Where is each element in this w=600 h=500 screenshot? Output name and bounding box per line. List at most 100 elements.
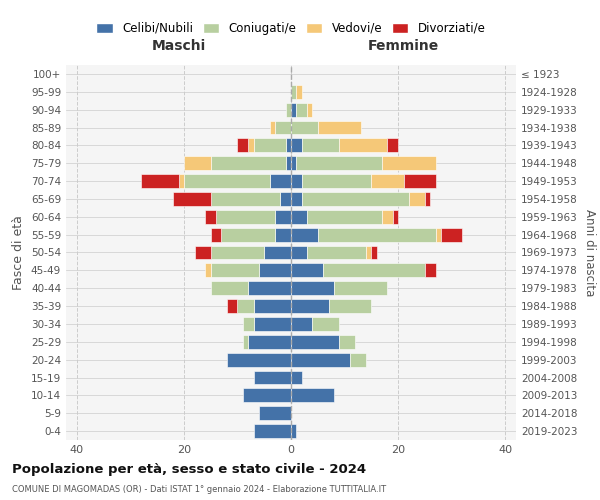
- Bar: [205, 264, 211, 278]
- Bar: [323, 264, 425, 278]
- Bar: [238, 299, 254, 313]
- Bar: [404, 174, 436, 188]
- Bar: [173, 192, 211, 206]
- Bar: [275, 210, 291, 224]
- Bar: [194, 246, 211, 260]
- Bar: [371, 174, 404, 188]
- Bar: [296, 85, 302, 99]
- Bar: [216, 210, 275, 224]
- Bar: [211, 264, 259, 278]
- Bar: [227, 352, 291, 366]
- Bar: [307, 210, 382, 224]
- Bar: [382, 156, 436, 170]
- Bar: [291, 264, 323, 278]
- Bar: [388, 138, 398, 152]
- Bar: [302, 138, 339, 152]
- Bar: [350, 352, 366, 366]
- Bar: [205, 210, 216, 224]
- Bar: [291, 174, 302, 188]
- Bar: [291, 370, 302, 384]
- Bar: [425, 264, 436, 278]
- Bar: [291, 317, 313, 331]
- Bar: [307, 246, 366, 260]
- Bar: [211, 281, 248, 295]
- Bar: [211, 156, 286, 170]
- Bar: [318, 228, 436, 241]
- Bar: [291, 424, 296, 438]
- Text: Maschi: Maschi: [151, 38, 206, 52]
- Bar: [211, 246, 264, 260]
- Bar: [291, 120, 318, 134]
- Legend: Celibi/Nubili, Coniugati/e, Vedovi/e, Divorziati/e: Celibi/Nubili, Coniugati/e, Vedovi/e, Di…: [92, 18, 490, 38]
- Text: Femmine: Femmine: [368, 38, 439, 52]
- Bar: [243, 335, 248, 349]
- Bar: [382, 210, 393, 224]
- Bar: [291, 352, 350, 366]
- Bar: [441, 228, 463, 241]
- Text: Popolazione per età, sesso e stato civile - 2024: Popolazione per età, sesso e stato civil…: [12, 462, 366, 475]
- Bar: [243, 388, 291, 402]
- Bar: [409, 192, 425, 206]
- Bar: [302, 174, 371, 188]
- Bar: [254, 138, 286, 152]
- Bar: [291, 138, 302, 152]
- Bar: [302, 192, 409, 206]
- Bar: [371, 246, 377, 260]
- Bar: [184, 174, 269, 188]
- Bar: [254, 317, 291, 331]
- Bar: [269, 174, 291, 188]
- Bar: [291, 388, 334, 402]
- Bar: [334, 281, 388, 295]
- Bar: [296, 102, 307, 117]
- Bar: [291, 192, 302, 206]
- Bar: [227, 299, 238, 313]
- Bar: [329, 299, 371, 313]
- Bar: [393, 210, 398, 224]
- Bar: [248, 281, 291, 295]
- Bar: [425, 192, 430, 206]
- Text: COMUNE DI MAGOMADAS (OR) - Dati ISTAT 1° gennaio 2024 - Elaborazione TUTTITALIA.: COMUNE DI MAGOMADAS (OR) - Dati ISTAT 1°…: [12, 485, 386, 494]
- Bar: [291, 102, 296, 117]
- Bar: [221, 228, 275, 241]
- Bar: [275, 228, 291, 241]
- Bar: [366, 246, 371, 260]
- Bar: [313, 317, 339, 331]
- Bar: [286, 138, 291, 152]
- Bar: [291, 210, 307, 224]
- Bar: [339, 138, 388, 152]
- Bar: [248, 138, 254, 152]
- Bar: [179, 174, 184, 188]
- Y-axis label: Anni di nascita: Anni di nascita: [583, 209, 596, 296]
- Bar: [254, 424, 291, 438]
- Bar: [291, 246, 307, 260]
- Bar: [291, 85, 296, 99]
- Bar: [269, 120, 275, 134]
- Bar: [211, 228, 221, 241]
- Bar: [291, 156, 296, 170]
- Bar: [254, 299, 291, 313]
- Bar: [307, 102, 313, 117]
- Bar: [436, 228, 441, 241]
- Bar: [259, 264, 291, 278]
- Bar: [264, 246, 291, 260]
- Bar: [291, 335, 339, 349]
- Bar: [318, 120, 361, 134]
- Bar: [286, 156, 291, 170]
- Bar: [243, 317, 254, 331]
- Bar: [291, 228, 318, 241]
- Bar: [291, 281, 334, 295]
- Y-axis label: Fasce di età: Fasce di età: [13, 215, 25, 290]
- Bar: [280, 192, 291, 206]
- Bar: [141, 174, 179, 188]
- Bar: [291, 299, 329, 313]
- Bar: [339, 335, 355, 349]
- Bar: [211, 192, 280, 206]
- Bar: [248, 335, 291, 349]
- Bar: [184, 156, 211, 170]
- Bar: [296, 156, 382, 170]
- Bar: [238, 138, 248, 152]
- Bar: [286, 102, 291, 117]
- Bar: [275, 120, 291, 134]
- Bar: [259, 406, 291, 420]
- Bar: [254, 370, 291, 384]
